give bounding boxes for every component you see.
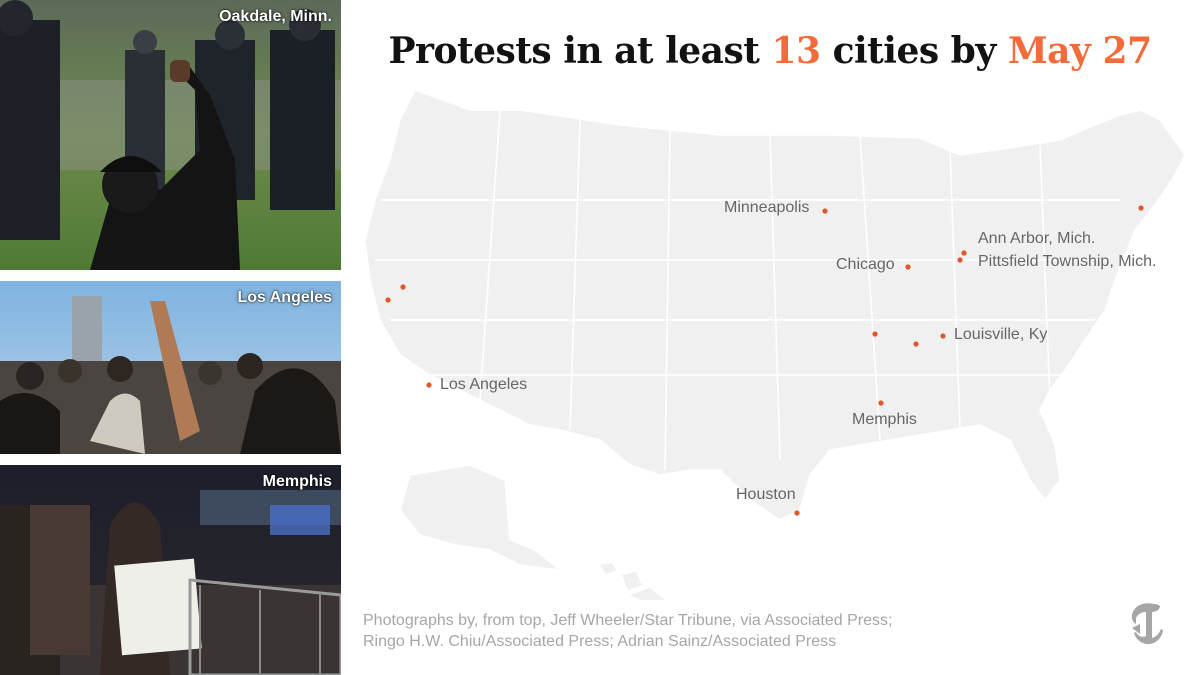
label-los-angeles: Los Angeles [440,376,528,393]
headline-date: May 27 [1007,30,1152,72]
photo-credits: Photographs by, from top, Jeff Wheeler/S… [363,610,892,652]
nyt-t-logo-icon [1131,603,1163,644]
protest-marker [961,250,967,256]
photo-memphis-image [0,465,341,675]
headline-part1: Protests in at least [388,30,772,72]
photo-caption: Los Angeles [237,289,332,306]
hawaii-land [622,572,642,590]
protest-marker [940,333,946,339]
protest-marker [822,208,828,214]
protest-marker [794,510,800,516]
state-borders [375,109,1120,471]
hawaii-land [630,588,665,600]
photo-los-angeles-image [0,281,341,454]
photo-memphis: Memphis [0,465,341,675]
credits-line-1: Photographs by, from top, Jeff Wheeler/S… [363,612,893,629]
protest-marker [872,331,878,337]
us-map-svg [364,89,1186,600]
headline-part2: cities by [820,30,1008,72]
us-map: Minneapolis Chicago Ann Arbor, Mich. Pit… [360,80,1190,600]
label-houston: Houston [736,486,796,503]
protest-marker [385,297,391,303]
label-minneapolis: Minneapolis [724,199,810,216]
headline: Protests in at least 13 cities by May 27 [370,30,1170,72]
photo-caption: Memphis [262,473,332,490]
protest-marker [913,341,919,347]
label-pittsfield-township: Pittsfield Township, Mich. [978,253,1157,270]
credits-line-2: Ringo H.W. Chiu/Associated Press; Adrian… [363,633,837,650]
photo-column: Oakdale, Minn. Los Angeles [0,0,342,675]
protest-marker [426,382,432,388]
protest-marker [400,284,406,290]
label-louisville: Louisville, Ky [954,326,1048,343]
photo-caption: Oakdale, Minn. [219,8,332,25]
protest-marker [878,400,884,406]
label-memphis: Memphis [852,411,917,428]
headline-count: 13 [771,30,821,72]
protest-marker [1138,205,1144,211]
hawaii-land [600,563,616,574]
protest-marker [905,264,911,270]
protest-markers [385,205,1144,516]
label-ann-arbor: Ann Arbor, Mich. [978,230,1096,247]
photo-los-angeles: Los Angeles [0,281,341,454]
protest-marker [957,257,963,263]
photo-oakdale-image [0,0,341,270]
label-chicago: Chicago [836,256,895,273]
photo-oakdale: Oakdale, Minn. [0,0,341,270]
alaska-land [399,464,563,572]
